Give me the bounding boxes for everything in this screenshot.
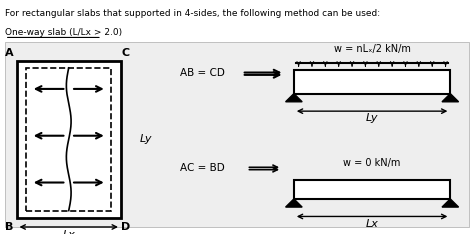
Bar: [26, 68, 111, 211]
Polygon shape: [442, 94, 458, 102]
Text: C: C: [121, 48, 130, 58]
Text: Lx: Lx: [365, 219, 379, 229]
Polygon shape: [285, 199, 302, 207]
Polygon shape: [285, 94, 302, 102]
Text: B: B: [5, 222, 14, 232]
Text: Ly: Ly: [140, 134, 152, 144]
Text: AB = CD: AB = CD: [180, 68, 225, 77]
Text: Ly: Ly: [366, 113, 378, 124]
Text: For rectangular slabs that supported in 4-sides, the following method can be use: For rectangular slabs that supported in …: [5, 9, 380, 18]
Text: w = 0 kN/m: w = 0 kN/m: [343, 158, 401, 168]
Bar: [17, 61, 121, 218]
FancyBboxPatch shape: [5, 42, 469, 227]
Text: AC = BD: AC = BD: [180, 164, 225, 173]
Text: D: D: [121, 222, 130, 232]
Text: One-way slab (L/Lx > 2.0): One-way slab (L/Lx > 2.0): [5, 28, 122, 37]
Text: A: A: [5, 48, 14, 58]
Bar: [294, 70, 450, 94]
Text: w = nLₓ/2 kN/m: w = nLₓ/2 kN/m: [334, 44, 410, 54]
Polygon shape: [442, 199, 458, 207]
Text: Lx: Lx: [62, 230, 75, 234]
Bar: [294, 180, 450, 199]
